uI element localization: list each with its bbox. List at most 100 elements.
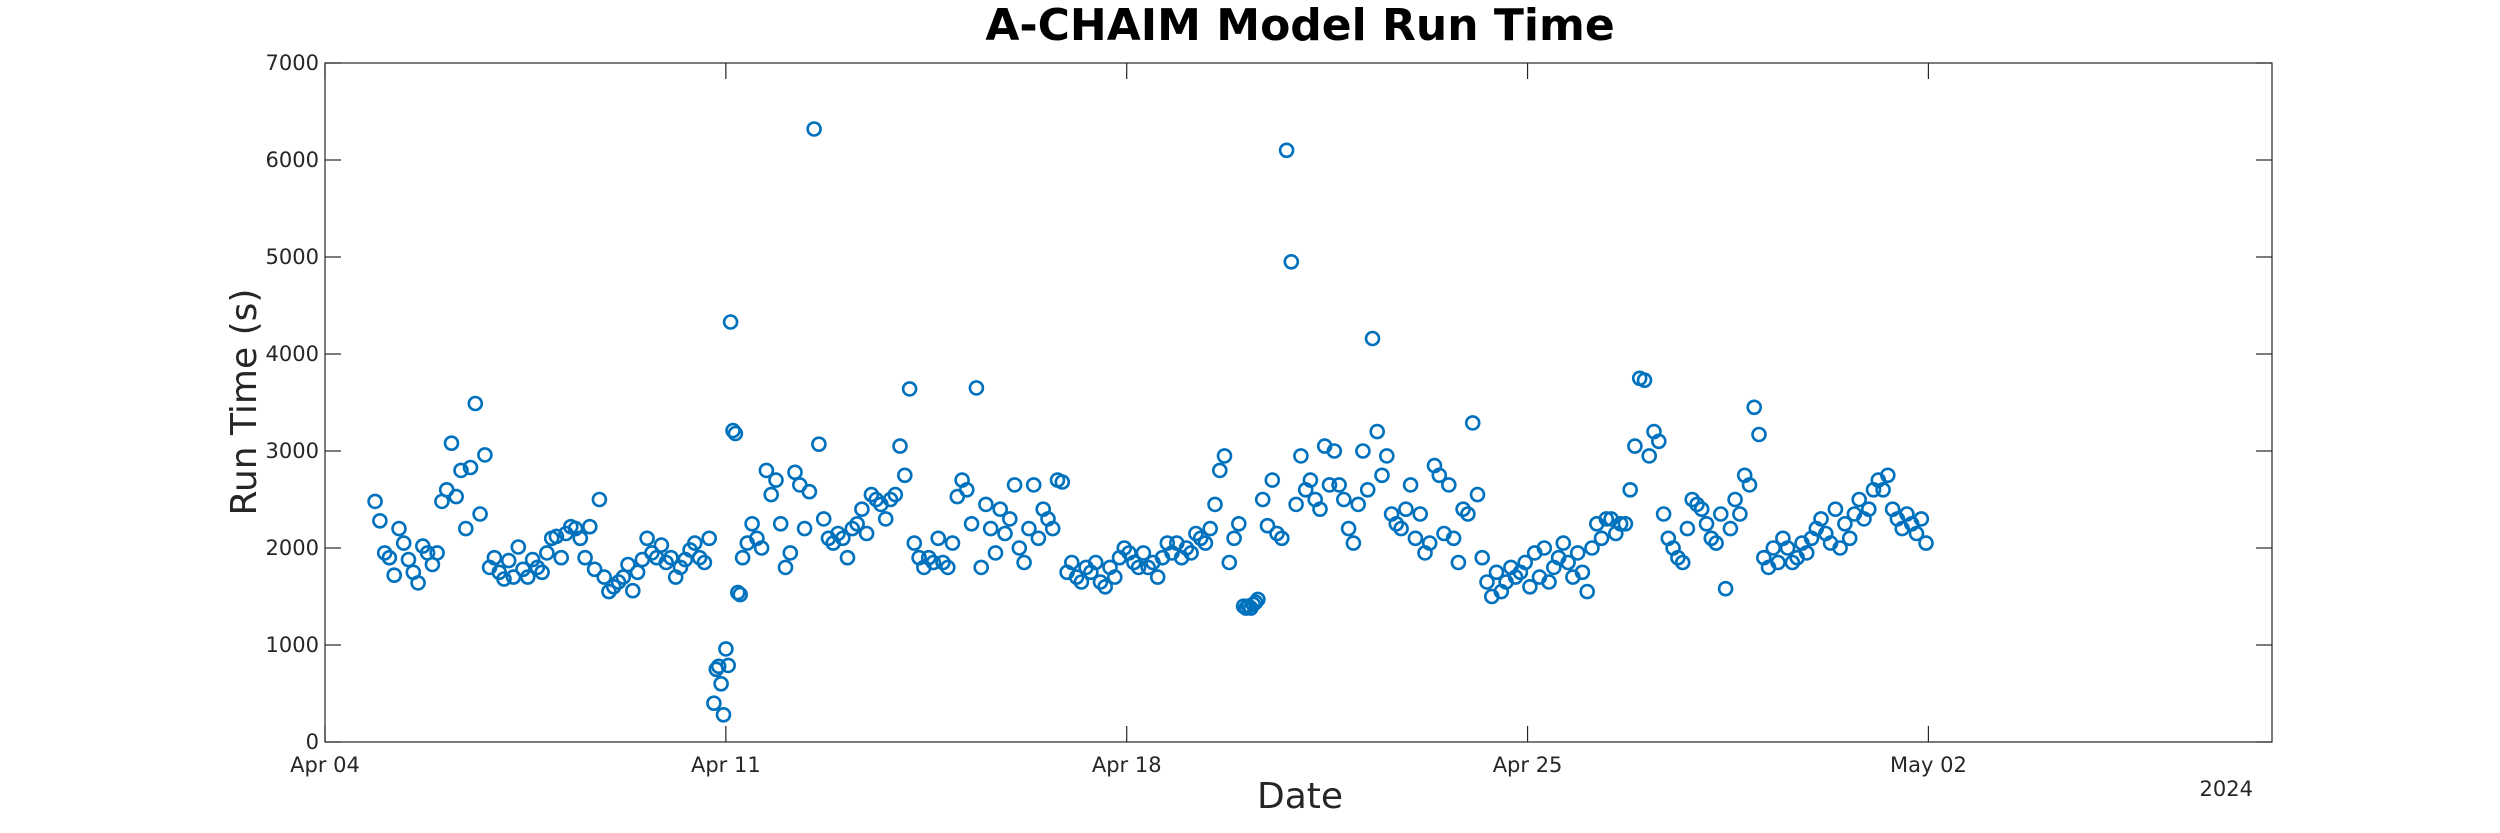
data-point — [472, 506, 488, 522]
data-point — [1741, 477, 1758, 493]
data-point — [1441, 477, 1457, 493]
data-point — [496, 571, 512, 587]
data-point — [1827, 501, 1844, 518]
data-point — [892, 438, 908, 454]
data-point — [1231, 515, 1247, 532]
data-point — [1025, 477, 1042, 493]
data-point — [1708, 535, 1724, 551]
data-point — [1522, 578, 1538, 595]
data-point — [586, 561, 603, 578]
data-point — [744, 515, 760, 532]
data-point — [1861, 501, 1877, 518]
data-point — [930, 530, 947, 547]
data-point — [1445, 530, 1462, 547]
data-point — [691, 549, 708, 566]
data-point — [1569, 545, 1586, 561]
data-point — [1011, 540, 1028, 556]
data-point — [1087, 554, 1104, 571]
data-point — [1374, 467, 1390, 484]
data-point — [1183, 545, 1199, 561]
data-point — [1021, 520, 1037, 537]
data-point — [1030, 530, 1047, 547]
data-point — [539, 545, 555, 561]
data-point — [486, 549, 503, 566]
data-point — [1727, 491, 1743, 508]
data-point — [1593, 530, 1610, 547]
data-point — [1717, 580, 1734, 597]
data-point — [1097, 578, 1113, 595]
data-point — [1216, 448, 1233, 464]
data-point — [1584, 540, 1600, 556]
data-point — [381, 549, 398, 566]
data-point — [1751, 426, 1767, 443]
data-point — [1908, 525, 1925, 542]
y-tick-label: 0 — [306, 730, 319, 754]
data-point — [410, 575, 426, 591]
y-tick-label: 5000 — [266, 245, 319, 269]
data-point — [1092, 574, 1109, 590]
data-point — [963, 515, 980, 532]
data-point — [763, 486, 780, 503]
data-point — [849, 515, 865, 532]
data-point — [519, 569, 536, 585]
data-point — [605, 578, 622, 595]
data-point — [727, 425, 744, 442]
data-point — [1202, 520, 1218, 537]
data-point — [1254, 491, 1271, 508]
data-point — [620, 556, 636, 573]
data-point — [457, 520, 474, 537]
data-point — [1627, 438, 1643, 454]
data-point — [801, 483, 818, 500]
data-point — [1064, 554, 1080, 571]
data-point — [1779, 540, 1796, 556]
data-point — [1149, 569, 1166, 585]
data-point — [1068, 569, 1085, 585]
y-tick-label: 6000 — [266, 148, 319, 172]
data-point — [1698, 515, 1715, 532]
data-point — [448, 488, 465, 505]
data-point — [1331, 477, 1347, 493]
data-point — [782, 545, 799, 561]
data-point — [524, 551, 541, 568]
data-point — [720, 657, 737, 674]
data-point — [1612, 515, 1629, 532]
data-point — [577, 549, 593, 566]
data-point — [462, 459, 479, 476]
data-point — [968, 380, 985, 396]
data-point — [1407, 530, 1424, 547]
data-point — [1560, 554, 1576, 571]
data-point — [768, 472, 784, 488]
data-point — [1455, 501, 1471, 518]
data-point — [653, 537, 670, 553]
data-point — [663, 549, 679, 566]
data-point — [1536, 540, 1553, 556]
data-point — [1837, 515, 1853, 532]
data-point — [958, 481, 975, 498]
data-point — [815, 511, 832, 527]
data-point — [376, 545, 393, 561]
data-point — [1135, 545, 1152, 561]
data-point — [920, 549, 937, 566]
plot-area — [324, 62, 2273, 743]
data-point — [1226, 530, 1242, 547]
data-point — [1541, 574, 1557, 590]
data-point — [1479, 574, 1495, 590]
data-point — [1421, 535, 1438, 551]
data-point — [1431, 467, 1448, 484]
data-point — [1689, 496, 1705, 513]
data-point — [844, 520, 861, 537]
data-point — [1655, 506, 1672, 522]
data-point — [672, 559, 689, 576]
data-point — [1250, 591, 1266, 608]
data-point — [596, 569, 613, 585]
data-point — [1393, 520, 1409, 537]
data-point — [1918, 535, 1934, 551]
data-point — [1116, 540, 1133, 556]
data-point — [1517, 554, 1533, 571]
data-point — [1770, 554, 1786, 571]
data-point — [1636, 372, 1653, 389]
data-point — [639, 530, 655, 547]
data-point — [935, 554, 951, 571]
data-point — [686, 535, 703, 551]
data-point — [1293, 448, 1309, 464]
